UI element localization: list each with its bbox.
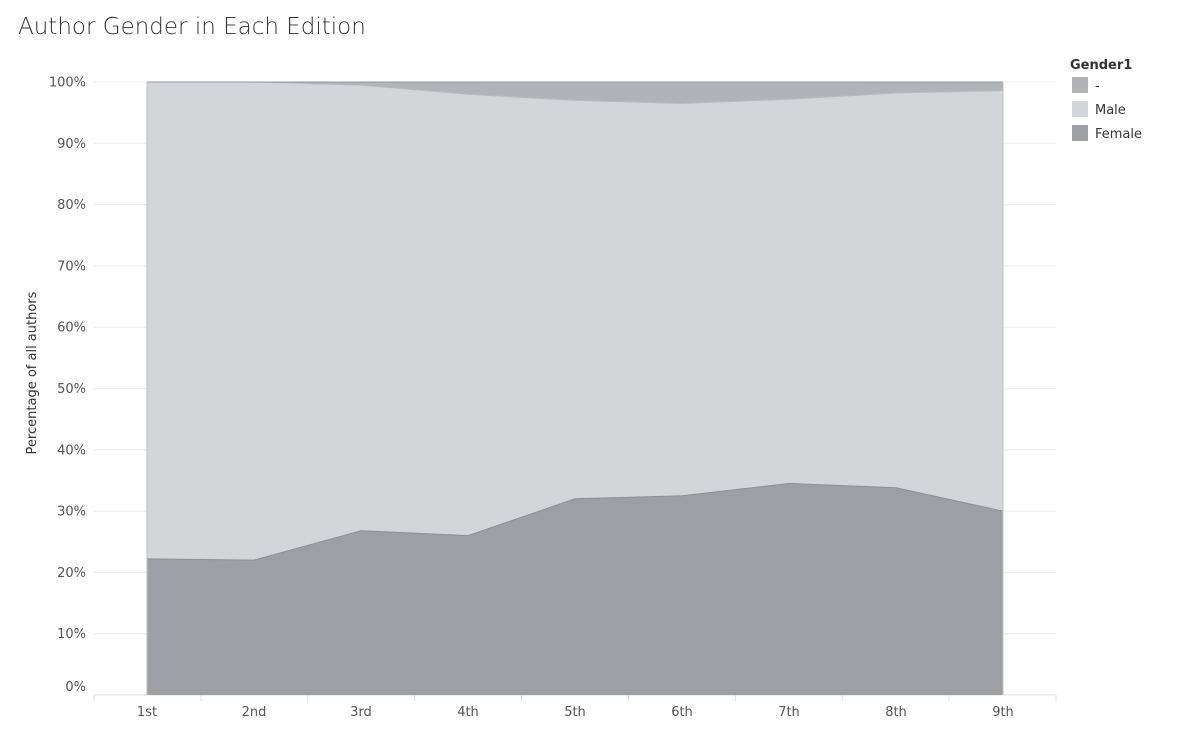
area-outline-group [146, 81, 1004, 695]
y-tick-label: 100% [49, 76, 86, 91]
y-tick-label: 20% [57, 566, 86, 581]
x-tick-label: 3rd [350, 705, 372, 720]
area-top-line-female [146, 482, 1004, 561]
x-tick-label: 2nd [242, 705, 267, 720]
x-axis: 1st 2nd 3rd 4th 5th 6th 7th 8th 9th [137, 705, 1014, 720]
x-tick-label: 8th [885, 705, 907, 720]
y-tick-label: 30% [57, 505, 86, 520]
x-tick-label: 1st [137, 705, 157, 720]
x-tick-label: 6th [671, 705, 693, 720]
area-series-group [147, 82, 1003, 695]
legend-swatch-unknown [1072, 77, 1088, 93]
y-tick-label: 10% [57, 627, 86, 642]
legend-title: Gender1 [1070, 58, 1132, 73]
legend-label-unknown: - [1095, 79, 1100, 94]
y-tick-label: 80% [57, 198, 86, 213]
y-tick-label: 50% [57, 382, 86, 397]
y-tick-label: 90% [57, 137, 86, 152]
area-top-line-male [147, 81, 1004, 105]
y-axis-title: Percentage of all authors [25, 291, 40, 454]
y-tick-label: 0% [65, 680, 86, 695]
y-tick-label: 70% [57, 259, 86, 274]
chart-title: Author Gender in Each Edition [18, 14, 366, 40]
x-tick-label: 7th [778, 705, 800, 720]
legend-label-female: Female [1095, 127, 1142, 142]
area-unknown [147, 82, 1003, 104]
y-tick-label: 40% [57, 443, 86, 458]
x-tick-label: 9th [992, 705, 1014, 720]
x-tick-label: 4th [457, 705, 479, 720]
legend-swatch-female [1072, 125, 1088, 141]
x-tick-label: 5th [564, 705, 586, 720]
y-tick-label: 60% [57, 321, 86, 336]
area-female [147, 483, 1003, 695]
legend-label-male: Male [1095, 103, 1126, 118]
y-axis: 0% 10% 20% 30% 40% 50% 60% 70% 80% 90% 100% [49, 76, 86, 696]
area-male [147, 82, 1003, 561]
legend-swatch-male [1072, 101, 1088, 117]
legend: Gender1 - Male Female [1070, 58, 1142, 142]
